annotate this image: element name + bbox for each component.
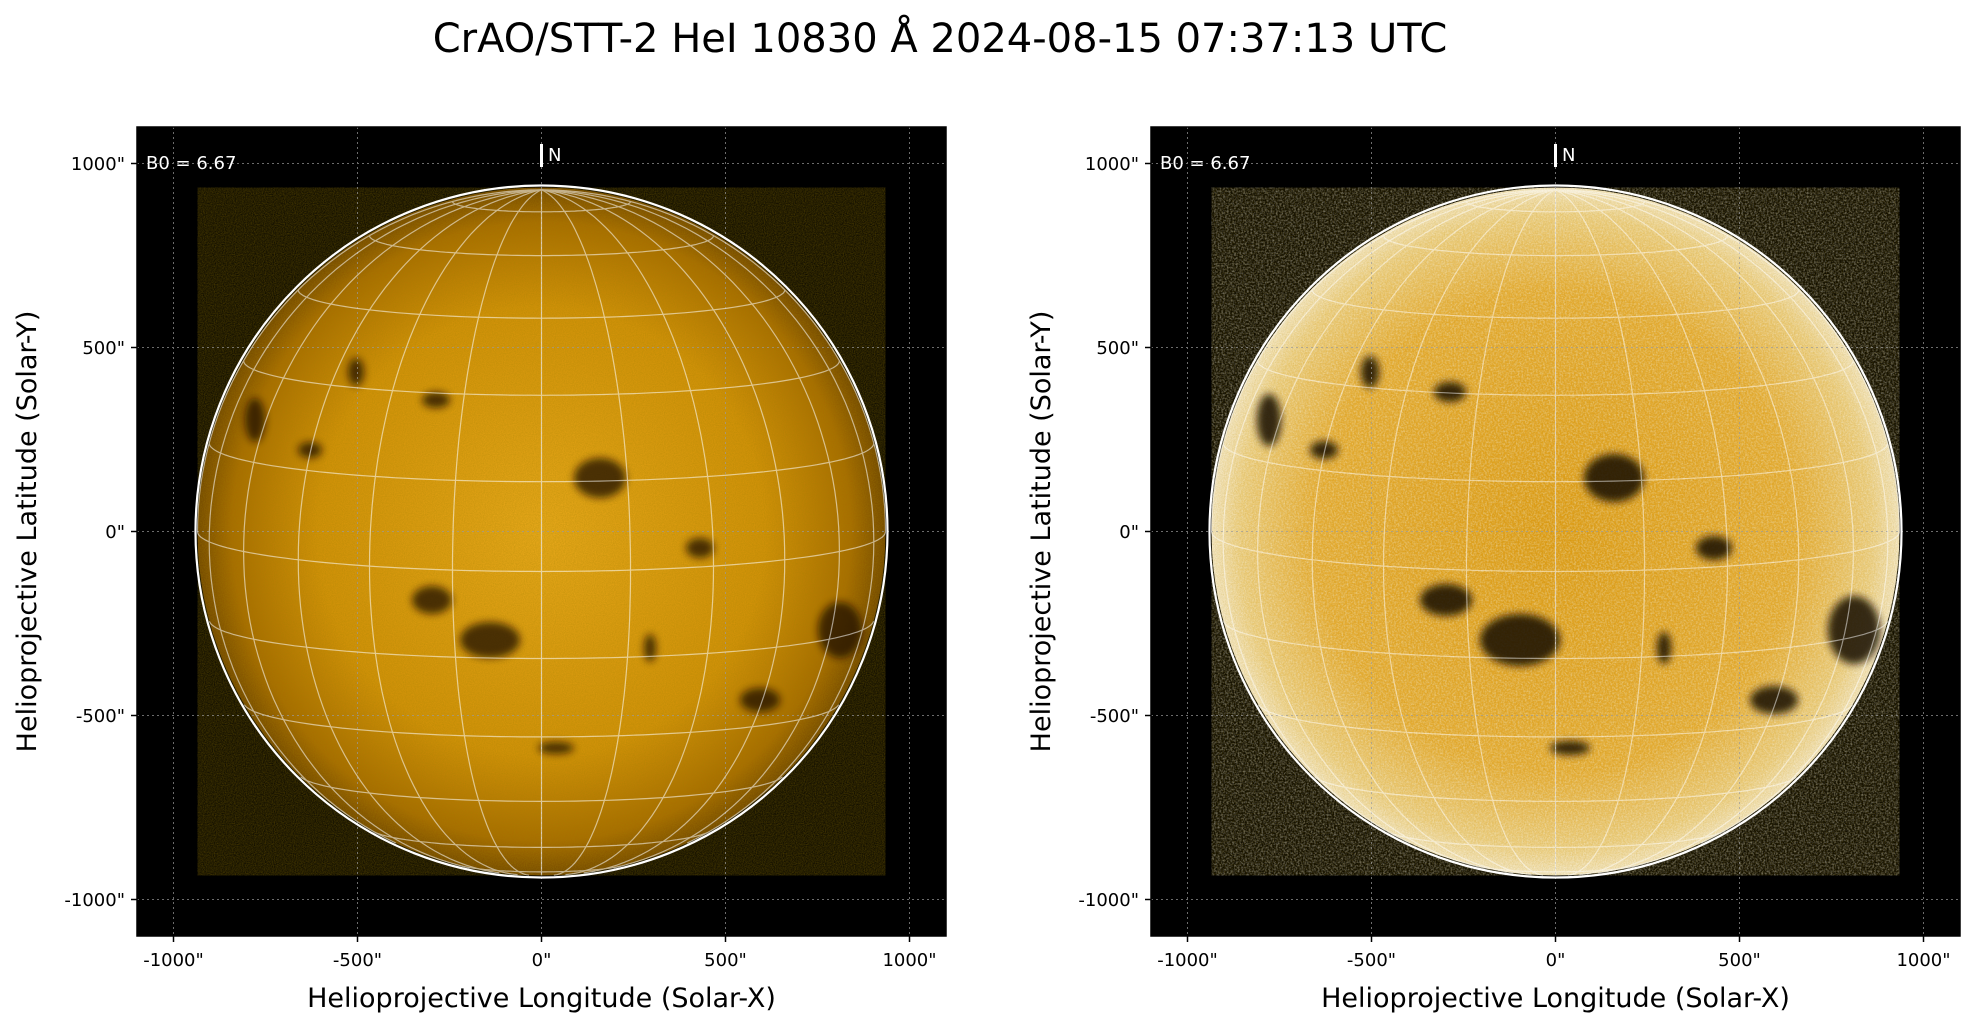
longitude-line [242,189,542,869]
longitude-line [541,189,887,532]
longitude-line [451,189,542,876]
x-tick-label: 500" [704,950,747,971]
ticks-right [1145,162,1925,942]
b0-label-right: B0 = 6.67 [1160,153,1250,174]
x-tick-label: -1000" [143,950,204,971]
y-axis-title-right: Helioprojective Latitude (Solar-Y) [1026,311,1057,753]
panel-left: B0 = 6.67 N -1000" -500" 0" 500" 1000" 1… [12,126,947,1014]
y-tick-label: -1000" [64,890,125,911]
x-tick-label: 1000" [1896,950,1950,971]
y-tick-label: -500" [76,706,125,727]
ticks-left [131,162,911,942]
longitude-line [1555,189,1800,874]
longitude-line [1555,189,1889,844]
limb-outline-left [194,184,889,879]
x-tick-labels-right: -1000" -500" 0" 500" 1000" [1157,950,1950,971]
north-label-right: N [1562,145,1575,166]
x-tick-labels-left: -1000" -500" 0" 500" 1000" [143,950,936,971]
limb-outline-right [1208,184,1903,879]
y-tick-label: -500" [1090,706,1139,727]
longitude-line [1465,189,1556,876]
y-tick-labels-right: 1000" 500" 0" -500" -1000" [1078,154,1139,911]
y-tick-label: 0" [105,522,125,543]
y-axis-title-left: Helioprojective Latitude (Solar-Y) [12,311,43,753]
panel-right: B0 = 6.67 N -1000" -500" 0" 500" 1000" 1… [1026,126,1961,1014]
longitude-line [1222,189,1556,844]
longitude-line [1555,189,1646,876]
longitude-line [1311,189,1556,874]
longitude-line [1210,189,1556,532]
longitude-line [541,189,841,869]
y-tick-label: 500" [82,338,125,359]
y-tick-labels-left: 1000" 500" 0" -500" -1000" [64,154,125,911]
longitude-line [541,189,715,876]
dark-features-left [245,358,862,754]
x-axis-title-right: Helioprojective Longitude (Solar-X) [1321,983,1790,1014]
longitude-line [1555,189,1855,869]
x-tick-label: -500" [1347,950,1396,971]
heliographic-grid-right [1210,189,1901,876]
x-tick-label: 0" [532,950,552,971]
y-tick-label: 0" [1119,522,1139,543]
longitude-line [208,189,542,844]
longitude-line [541,189,786,874]
figure-title: CrAO/STT-2 HeI 10830 Å 2024-08-15 07:37:… [433,14,1448,62]
heliographic-grid-left [196,189,887,876]
b0-label-left: B0 = 6.67 [146,153,236,174]
longitude-line [541,189,632,876]
x-tick-label: -1000" [1157,950,1218,971]
longitude-line [1555,189,1901,532]
longitude-line [196,189,542,532]
longitude-line [297,189,542,874]
longitude-line [541,189,875,844]
longitude-line [368,189,542,876]
x-tick-label: 0" [1546,950,1566,971]
y-tick-label: 1000" [1085,154,1139,175]
x-axis-title-left: Helioprojective Longitude (Solar-X) [307,983,776,1014]
north-label-left: N [548,145,561,166]
x-tick-label: 1000" [882,950,936,971]
longitude-line [1555,189,1729,876]
x-tick-label: 500" [1718,950,1761,971]
dark-features-right [1257,356,1880,755]
longitude-line [1382,189,1556,876]
x-tick-label: -500" [333,950,382,971]
longitude-line [1256,189,1556,869]
y-tick-label: 500" [1096,338,1139,359]
y-tick-label: 1000" [71,154,125,175]
y-tick-label: -1000" [1078,890,1139,911]
